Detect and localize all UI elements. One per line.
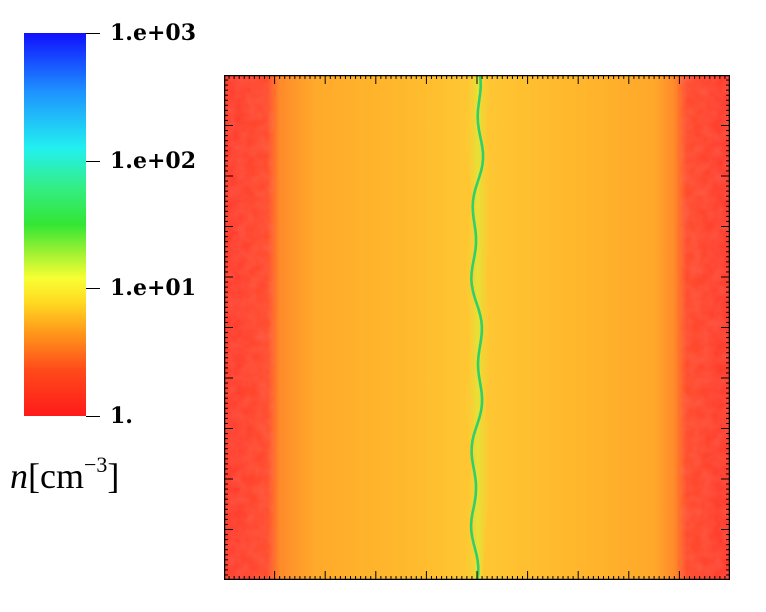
density-map (224, 75, 730, 580)
filament-halo (462, 75, 494, 580)
colorbar-tick-mark (86, 288, 100, 290)
colorbar-tick-mark (86, 416, 100, 417)
colorbar-unit-base: [cm (28, 456, 84, 496)
colorbar-tick-mark (86, 160, 100, 162)
frame-ticks (224, 75, 730, 580)
colorbar (24, 33, 86, 416)
colorbar-tick-label: 1.e+03 (110, 20, 197, 46)
density-map-svg (224, 75, 730, 580)
colorbar-tick-label: 1. (110, 403, 133, 429)
colorbar-gradient (24, 33, 86, 416)
colorbar-tick-mark (86, 33, 100, 34)
colorbar-unit-label: n[cm−3] (10, 452, 119, 497)
colorbar-tick-label: 1.e+01 (110, 275, 197, 302)
colorbar-unit-exp: −3 (83, 452, 108, 477)
filament-core (469, 75, 485, 580)
colorbar-unit-close: ] (107, 456, 120, 496)
colorbar-var: n (10, 456, 28, 496)
colorbar-tick-label: 1.e+02 (110, 147, 197, 174)
